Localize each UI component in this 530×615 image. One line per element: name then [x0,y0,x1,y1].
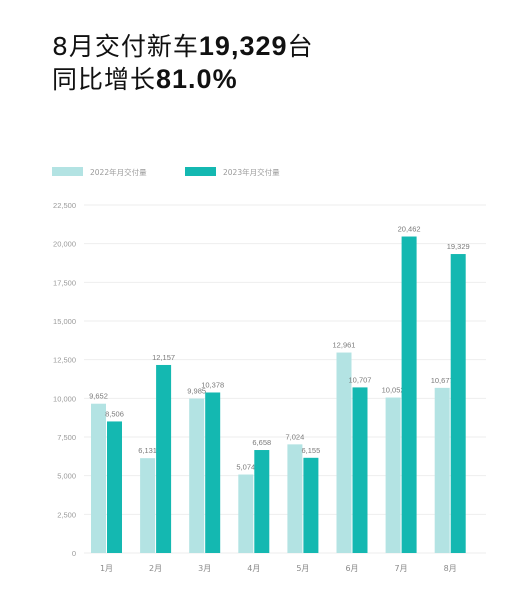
bar-2022 [287,444,303,553]
headline-line-1: 8月交付新车19,329台 [52,30,314,63]
headline-prefix-2: 同比增长 [52,65,157,94]
legend-swatch-2 [185,167,216,176]
bar-2023 [352,387,368,553]
y-tick-label: 0 [72,549,76,558]
x-category-label: 1月 [100,564,113,573]
data-label: 20,462 [398,225,421,234]
data-label: 10,707 [349,375,372,384]
bar-2022 [140,458,156,553]
data-label: 6,155 [302,446,321,455]
x-category-label: 7月 [395,564,408,573]
bar-2022 [238,474,254,553]
x-category-label: 4月 [247,564,260,573]
x-category-label: 2月 [149,564,162,573]
growth-rate: 81.0% [156,64,238,94]
delivery-count: 19,329 [198,31,288,61]
y-tick-label: 2,500 [57,510,76,519]
data-label: 10,677 [431,376,454,385]
bar-2023 [401,236,417,554]
x-category-label: 5月 [296,564,309,573]
y-tick-label: 15,000 [53,317,76,326]
data-label: 10,378 [201,380,224,389]
bar-2023 [254,450,270,553]
x-category-label: 3月 [198,564,211,573]
y-tick-label: 5,000 [57,472,76,481]
y-tick-label: 20,000 [53,240,76,249]
bar-2022 [91,403,106,553]
x-category-label: 8月 [444,564,457,573]
headline-line-2: 同比增长81.0% [52,63,314,96]
bar-2023 [303,457,319,553]
legend-label-1: 2022年月交付量 [90,167,147,177]
data-label: 19,329 [447,242,470,251]
headline-prefix-1: 8月交付新车 [52,32,199,61]
bar-2023 [107,421,122,553]
data-label: 5,074 [236,463,255,472]
x-category-label: 6月 [345,564,358,573]
data-label: 7,024 [286,432,305,441]
legend-label-2: 2023年月交付量 [223,167,280,177]
data-label: 12,157 [152,353,175,362]
bar-2023 [450,254,466,553]
legend-swatch-1 [52,167,83,176]
y-tick-label: 17,500 [53,278,76,287]
data-label: 10,052 [382,386,405,395]
bar-2023 [205,392,221,553]
data-label: 12,961 [333,341,356,350]
bar-2022 [385,397,401,553]
y-tick-label: 22,500 [53,201,76,210]
data-label: 9,985 [187,387,206,396]
bar-2022 [434,387,450,553]
y-tick-label: 12,500 [53,356,76,365]
headline-suffix-1: 台 [287,32,314,61]
y-tick-label: 7,500 [57,433,76,442]
data-label: 6,131 [138,446,157,455]
bar-2022 [189,398,205,553]
bar-2022 [336,352,352,553]
data-label: 8,506 [105,409,124,418]
data-label: 6,658 [252,438,271,447]
y-tick-label: 10,000 [53,394,76,403]
headline: 8月交付新车19,329台 同比增长81.0% [52,30,314,96]
data-label: 9,652 [89,392,108,401]
bar-2023 [156,364,172,553]
